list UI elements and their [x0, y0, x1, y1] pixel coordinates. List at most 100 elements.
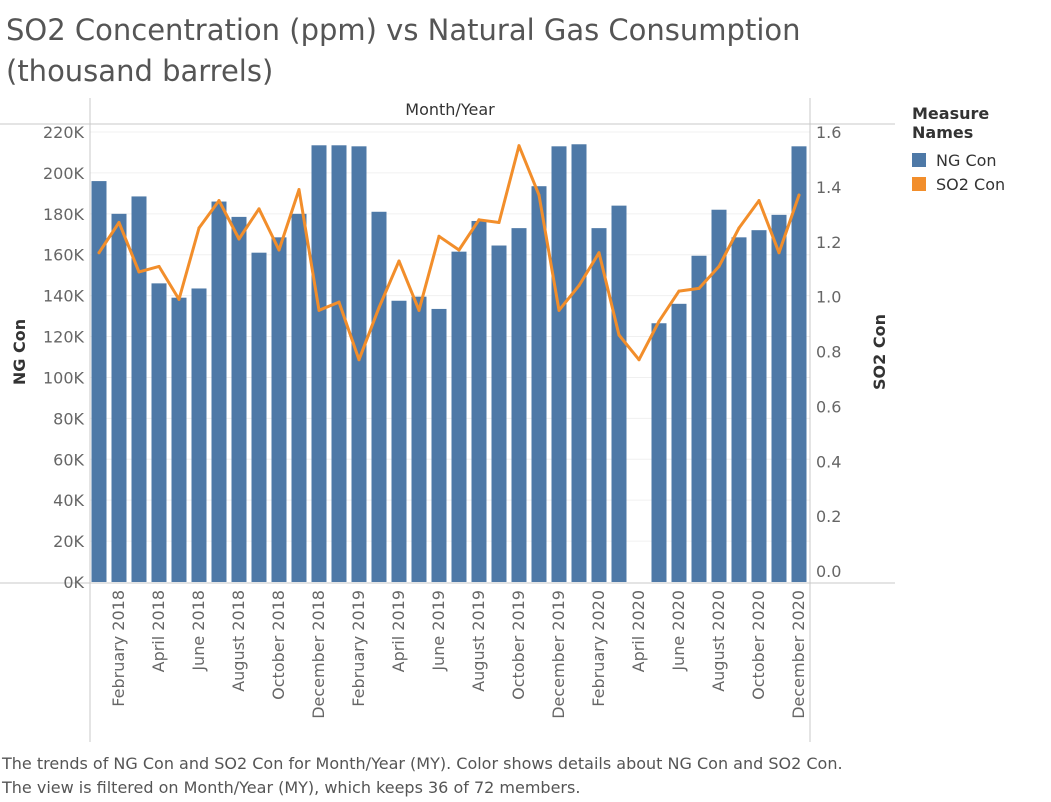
so2-con-point — [377, 306, 381, 310]
ng-con-bar — [191, 288, 207, 582]
x-tick-label: October 2019 — [509, 590, 528, 700]
ng-con-bar — [451, 251, 467, 582]
ng-con-bar — [111, 213, 127, 582]
axes: 0K 20K 40K 60K 80K 100K 120K 140K 160K 180K 200K 22… — [43, 123, 841, 719]
x-tick-label: June 2018 — [189, 590, 208, 672]
x-tick-label: October 2018 — [269, 590, 288, 700]
ng-con-bar — [411, 296, 427, 582]
y-left-axis-title: NG Con — [10, 319, 29, 385]
ng-con-bar — [611, 205, 627, 583]
x-tick-label: April 2020 — [629, 590, 648, 672]
x-tick-label: October 2020 — [749, 590, 768, 700]
so2-con-point — [737, 226, 741, 230]
so2-con-point — [477, 218, 481, 222]
so2-con-point — [177, 297, 181, 301]
ng-con-bar — [771, 214, 787, 582]
y-left-tick-label: 220K — [43, 123, 85, 142]
ng-con-bar — [91, 181, 107, 582]
y-left-tick-label: 100K — [43, 368, 85, 387]
legend-label-so2-con: SO2 Con — [936, 174, 1006, 194]
ng-con-bar — [751, 230, 767, 582]
x-tick-label: June 2019 — [429, 590, 448, 672]
so2-con-point — [257, 207, 261, 211]
so2-con-point — [417, 308, 421, 312]
ng-con-bar — [371, 211, 387, 583]
so2-con-point — [397, 259, 401, 263]
ng-con-bar — [511, 228, 527, 583]
so2-con-point — [237, 237, 241, 241]
so2-con-point — [437, 234, 441, 238]
ng-con-bar — [291, 213, 307, 582]
gridlines — [90, 131, 810, 542]
legend-swatch-ng-con — [912, 153, 926, 167]
ng-con-bar — [431, 308, 447, 582]
legend-item-so2-con[interactable]: SO2 Con — [912, 172, 1051, 196]
legend-item-ng-con[interactable]: NG Con — [912, 148, 1051, 172]
legend-swatch-so2-con — [912, 177, 926, 191]
y-right-tick-label: 1.0 — [816, 288, 841, 307]
chart-title: SO2 Concentration (ppm) vs Natural Gas C… — [6, 13, 801, 88]
so2-con-point — [217, 199, 221, 203]
x-tick-label: June 2020 — [669, 590, 688, 672]
so2-con-point — [557, 308, 561, 312]
legend: Measure Names NG Con SO2 Con — [912, 104, 1051, 196]
y-left-tick-label: 80K — [53, 409, 84, 428]
ng-con-bar — [391, 300, 407, 582]
so2-con-point — [617, 333, 621, 337]
ng-con-bar — [591, 228, 607, 583]
so2-con-point — [137, 270, 141, 274]
ng-con-bar — [711, 209, 727, 582]
so2-con-point — [337, 300, 341, 304]
y-left-tick-label: 20K — [53, 532, 84, 551]
y-right-tick-label: 0.4 — [816, 452, 841, 471]
y-left-tick-label: 180K — [43, 205, 85, 224]
ng-con-bar — [211, 201, 227, 582]
so2-con-point — [457, 248, 461, 252]
so2-con-point — [357, 358, 361, 362]
chart-frame — [0, 98, 895, 742]
ng-con-bar — [691, 255, 707, 582]
y-left-tick-label: 40K — [53, 491, 84, 510]
so2-con-point — [597, 251, 601, 255]
ng-con-bar — [731, 237, 747, 582]
so2-con-point — [277, 248, 281, 252]
ng-con-bar — [271, 237, 287, 582]
y-right-tick-label: 1.4 — [816, 178, 841, 197]
y-right-tick-label: 0.6 — [816, 397, 841, 416]
so2-con-point — [777, 251, 781, 255]
ng-con-bar — [491, 245, 507, 583]
ng-con-bar — [251, 252, 267, 582]
y-right-tick-label: 1.2 — [816, 233, 841, 252]
y-left-tick-label: 0K — [63, 573, 84, 592]
y-left-tick-label: 200K — [43, 164, 85, 183]
so2-con-point — [697, 286, 701, 290]
x-tick-label: April 2018 — [149, 590, 168, 672]
x-tick-label: August 2018 — [229, 590, 248, 692]
legend-label-ng-con: NG Con — [936, 150, 997, 170]
so2-con-point — [317, 308, 321, 312]
so2-con-point — [297, 188, 301, 192]
y-right-tick-label: 0.0 — [816, 562, 841, 581]
x-tick-label: August 2020 — [709, 590, 728, 692]
y-right-axis-title: SO2 Con — [870, 314, 889, 390]
so2-con-point — [497, 221, 501, 225]
y-left-tick-label: 60K — [53, 450, 84, 469]
ng-con-bar — [551, 146, 567, 582]
caption: The trends of NG Con and SO2 Con for Mon… — [2, 754, 843, 797]
x-tick-label: February 2019 — [349, 590, 368, 707]
legend-title: Measure Names — [912, 104, 990, 142]
x-axis-title: Month/Year — [405, 100, 495, 119]
ng-con-bar — [351, 146, 367, 582]
y-right-tick-label: 1.6 — [816, 123, 841, 142]
so2-con-point — [637, 358, 641, 362]
ng-con-bar — [151, 283, 167, 582]
so2-con-point — [657, 319, 661, 323]
x-tick-label: February 2020 — [589, 590, 608, 707]
so2-con-point — [757, 199, 761, 203]
x-tick-label: December 2018 — [309, 590, 328, 719]
so2-con-point — [517, 144, 521, 148]
so2-con-point — [677, 289, 681, 293]
so2-con-point — [797, 193, 801, 197]
so2-con-point — [97, 251, 101, 255]
